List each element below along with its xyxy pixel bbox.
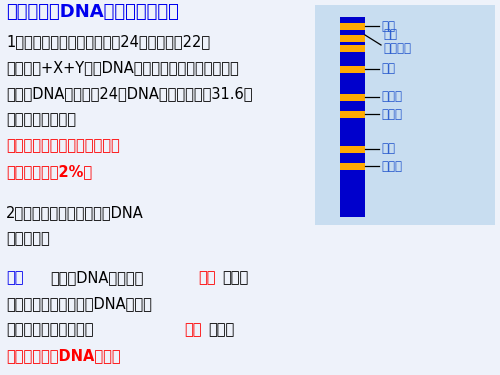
Text: 多个: 多个	[198, 271, 216, 286]
Text: 基因，: 基因，	[222, 271, 248, 286]
Text: 构成基因的碱基数占碱基总数: 构成基因的碱基数占碱基总数	[6, 138, 120, 153]
Text: 个碱基对，其中，: 个碱基对，其中，	[6, 112, 76, 127]
Bar	[340, 146, 365, 153]
Text: 黄身: 黄身	[381, 20, 395, 33]
Text: 有着特定的遗传效应；: 有着特定的遗传效应；	[6, 322, 94, 338]
Text: 的比例不超过2%；: 的比例不超过2%；	[6, 164, 92, 179]
Bar	[340, 34, 365, 42]
Bar	[315, 5, 495, 225]
Text: 棒眼: 棒眼	[381, 142, 395, 156]
Text: 基因: 基因	[184, 322, 202, 338]
Bar	[340, 162, 365, 170]
Text: 每一个基因都是特定的DNA片段，: 每一个基因都是特定的DNA片段，	[6, 297, 152, 312]
Text: 常染色体+X+Y）上DNA的碱基序列；每条染色体上: 常染色体+X+Y）上DNA的碱基序列；每条染色体上	[6, 60, 239, 75]
Bar	[340, 17, 365, 217]
Bar	[340, 93, 365, 100]
Bar	[340, 66, 365, 72]
Text: 朱红眼: 朱红眼	[381, 90, 402, 104]
Text: 有遗传效应的DNA片段。: 有遗传效应的DNA片段。	[6, 349, 120, 364]
Text: ：一个DNA分子上有: ：一个DNA分子上有	[50, 271, 144, 286]
Bar	[340, 111, 365, 117]
Text: 2、右图是果蝇某条染色体DNA: 2、右图是果蝇某条染色体DNA	[6, 206, 144, 220]
Text: 上的基因；: 上的基因；	[6, 232, 50, 247]
Text: 红宝石眼: 红宝石眼	[383, 42, 411, 56]
Text: 短粗毛: 短粗毛	[381, 159, 402, 172]
Text: 通常是: 通常是	[208, 322, 234, 338]
Text: 白眼: 白眼	[383, 27, 397, 40]
Text: 1、人类基因组计划测定的是24条染色体（22条: 1、人类基因组计划测定的是24条染色体（22条	[6, 34, 210, 49]
Text: 截翼: 截翼	[381, 63, 395, 75]
Text: 深红眼: 深红眼	[381, 108, 402, 120]
Text: 积极思维：DNA和基因的关系？: 积极思维：DNA和基因的关系？	[6, 3, 179, 21]
Bar	[340, 45, 365, 51]
Bar	[340, 22, 365, 30]
Text: 有一个DNA分子，这24个DNA分子大约含有31.6亿: 有一个DNA分子，这24个DNA分子大约含有31.6亿	[6, 86, 252, 101]
Text: 结论: 结论	[6, 271, 24, 286]
